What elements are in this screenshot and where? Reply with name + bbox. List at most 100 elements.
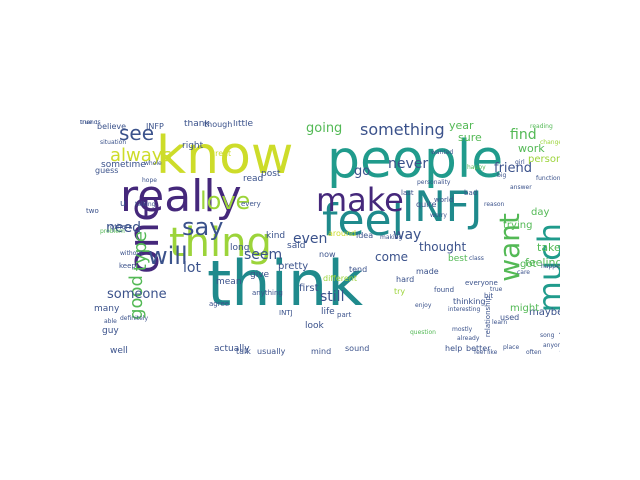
word-song: song	[540, 332, 555, 339]
word-mean: mean	[216, 277, 242, 287]
word-making: making	[380, 234, 403, 241]
word-change: change	[540, 139, 560, 146]
word-lot: lot	[183, 260, 201, 276]
word-everyone: everyone	[465, 279, 498, 287]
word-find: find	[510, 127, 537, 143]
word-always: always	[110, 145, 172, 166]
word-though: though	[204, 120, 233, 129]
word-feel-like: feel like	[474, 349, 498, 356]
word-bad: bad	[464, 189, 478, 197]
word-made: made	[416, 267, 439, 276]
word-great: great	[210, 149, 232, 158]
word-need: need	[106, 220, 141, 236]
word-even: even	[293, 231, 328, 247]
word-keep: keep	[119, 262, 136, 270]
word-wanted: wanted	[431, 149, 454, 156]
word-know: know	[156, 126, 294, 186]
word-used: used	[500, 313, 520, 322]
word-girl: girl	[515, 159, 525, 166]
word-happy: happy	[467, 164, 486, 171]
word-able: able	[104, 318, 117, 325]
word-thing: thing	[169, 220, 272, 266]
word-hard: hard	[396, 275, 415, 284]
word-intj: INTJ	[279, 309, 293, 317]
word-first: first	[299, 283, 319, 294]
word-still: still	[320, 289, 345, 305]
word-true: true	[490, 286, 503, 293]
word-thank: thank	[184, 120, 210, 129]
word-bit: bit	[484, 292, 494, 300]
word-people: people	[327, 130, 504, 190]
word-anyone: anyone	[543, 342, 560, 349]
word-going: going	[306, 121, 343, 136]
word-look: look	[305, 321, 324, 331]
word-read: read	[243, 174, 264, 184]
word-say: say	[182, 213, 224, 241]
word-life: life	[321, 307, 335, 317]
word-mind: mind	[311, 347, 332, 356]
word-kind: kind	[266, 231, 286, 241]
word-friend: friend	[494, 161, 533, 176]
word-maybe: maybe	[529, 307, 560, 318]
word-anything: anything	[252, 289, 283, 297]
word-around: around	[328, 229, 357, 238]
word-believe: believe	[97, 122, 127, 131]
word-answer: answer	[510, 184, 532, 191]
word-cloud: think people know really feel INFJ one thing mak…	[80, 120, 560, 360]
word-infp: INFP	[146, 122, 164, 131]
word-something: something	[360, 120, 445, 139]
word-give: give	[250, 270, 270, 280]
word-right: right	[182, 141, 204, 151]
word-now: now	[319, 250, 336, 259]
word-true: true	[80, 120, 93, 126]
word-see: see	[119, 121, 155, 145]
word-way: way	[393, 227, 422, 243]
word-sure: sure	[458, 131, 482, 144]
word-trying: trying	[503, 220, 533, 231]
word-post: post	[261, 169, 281, 179]
word-many: many	[94, 304, 120, 314]
word-someone: someone	[107, 287, 167, 302]
word-take: take	[537, 241, 560, 254]
word-often: often	[526, 349, 542, 356]
word-year: year	[449, 120, 474, 132]
word-definitely: definitely	[120, 315, 149, 322]
word-relationship: relationship	[484, 296, 492, 338]
word-day: day	[531, 207, 550, 218]
word-two: two	[86, 207, 99, 215]
word-every: every	[241, 200, 261, 208]
word-quite: quite	[416, 200, 437, 209]
word-long: long	[230, 243, 250, 253]
word-place: place	[503, 344, 520, 351]
word-mostly: mostly	[452, 326, 473, 333]
word-think: think	[207, 247, 364, 320]
word-reading: reading	[530, 123, 553, 130]
word-got: got	[520, 259, 537, 270]
word-said: said	[287, 241, 306, 251]
word-function: function	[536, 175, 560, 182]
word-infj: INFJ	[402, 182, 483, 231]
word-happen: happen	[541, 263, 560, 270]
word-work: work	[518, 142, 545, 155]
word-situation: situation	[100, 139, 127, 146]
word-tend: tend	[349, 265, 368, 274]
word-without: without	[120, 250, 143, 257]
word-personality: personality	[417, 179, 451, 186]
word-idea: idea	[356, 231, 374, 240]
word-friends: friends	[80, 120, 101, 126]
word-feeling: feeling	[525, 256, 560, 269]
word-best: best	[448, 254, 468, 264]
word-talking: talking	[135, 201, 156, 208]
word-little: little	[233, 120, 254, 129]
word-thought: thought	[419, 240, 467, 254]
word-sometime: sometime	[101, 160, 146, 170]
word-class: class	[469, 255, 484, 262]
word-last: last	[401, 189, 414, 197]
word-worry: worry	[430, 212, 447, 219]
word-big: big	[497, 172, 507, 179]
word-reason: reason	[484, 201, 505, 208]
word-part: part	[337, 311, 352, 319]
word-world: world	[434, 196, 454, 204]
word-others: others	[110, 223, 133, 231]
word-will: will	[148, 242, 188, 270]
